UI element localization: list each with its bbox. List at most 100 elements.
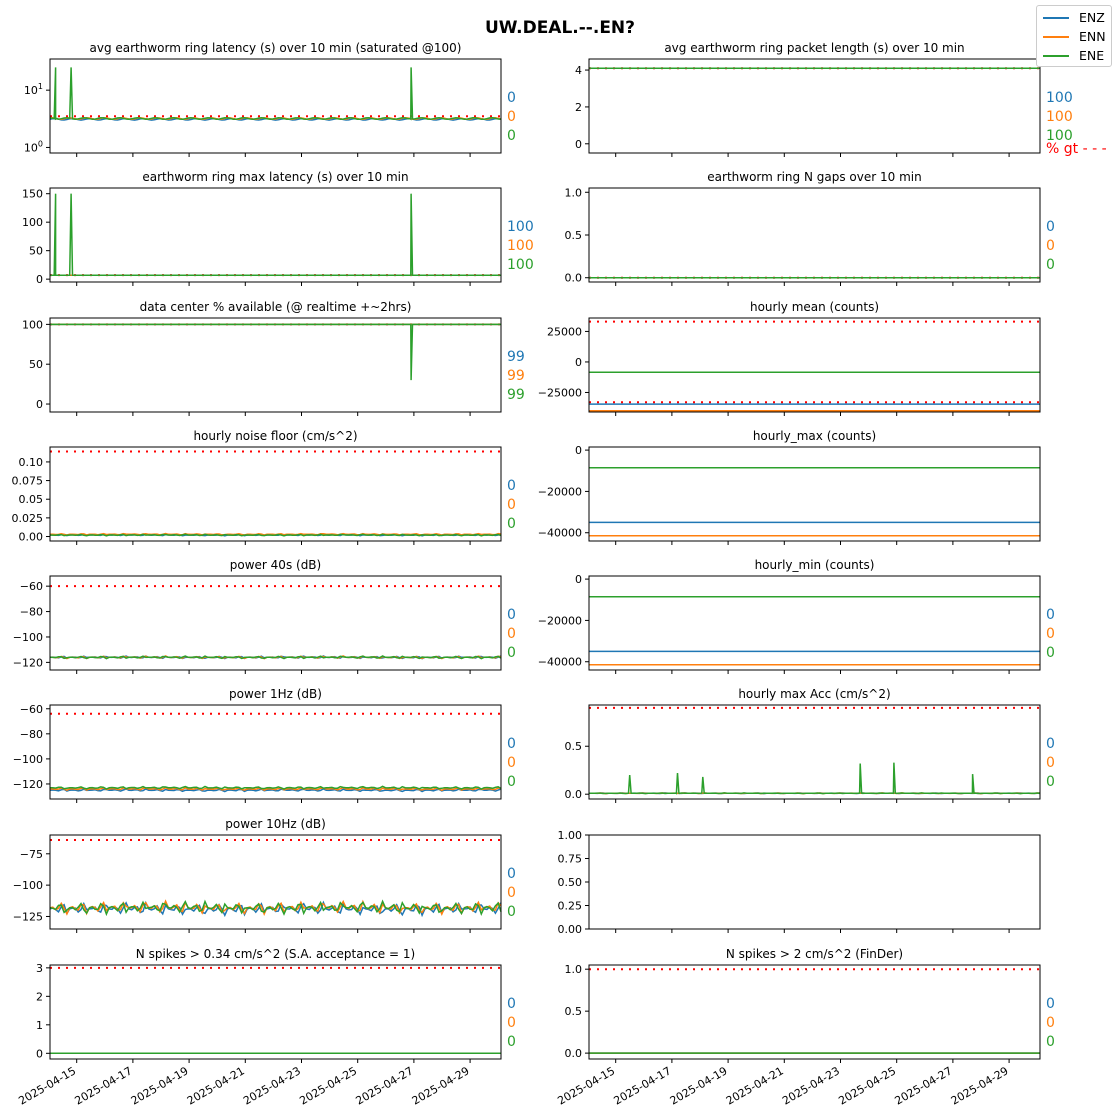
y-tick-label: 0.05	[19, 493, 44, 506]
pct-label-enn: 0	[507, 109, 516, 125]
y-tick-label: −100	[13, 879, 43, 892]
pct-label-enz: 0	[1046, 996, 1055, 1012]
y-tick-label: 0.5	[565, 740, 583, 753]
legend-swatch-enn	[1043, 36, 1069, 38]
x-tick-label: 2025-04-15	[16, 1064, 78, 1107]
panel-title: N spikes > 0.34 cm/s^2 (S.A. acceptance …	[136, 947, 415, 961]
y-tick-label: 2	[575, 101, 582, 114]
y-tick-label: 1.0	[565, 186, 583, 199]
x-tick-label: 2025-04-29	[410, 1064, 472, 1107]
series-ene	[49, 655, 502, 660]
y-tick-label: 0.75	[558, 853, 583, 866]
y-tick-label: 100	[22, 318, 43, 331]
figure-title: UW.DEAL.--.EN?	[484, 18, 636, 38]
plot-frame	[588, 704, 1041, 800]
pct-label-ene: 0	[507, 128, 516, 144]
plot-frame	[49, 187, 502, 283]
panel-15: N spikes > 2 cm/s^2 (FinDer) 0.0 0.5 1.0 202…	[555, 947, 1055, 1108]
panel-4: data center % available (@ realtime +~2h…	[22, 300, 525, 416]
legend-item-enz: ENZ	[1043, 9, 1113, 27]
y-tick-label: −75	[20, 848, 43, 861]
y-tick-label: 3	[36, 962, 43, 975]
y-tick-label: 100	[22, 216, 43, 229]
y-tick-label: −100	[13, 753, 43, 766]
pct-gt-label: % gt - - -	[1046, 141, 1107, 157]
y-tick-label: −25000	[538, 386, 582, 399]
pct-label-enz: 100	[507, 219, 534, 235]
x-tick-label: 2025-04-27	[893, 1064, 955, 1107]
y-tick-label: −125	[13, 910, 43, 923]
plot-frame	[588, 58, 1041, 154]
panel-1: avg earthworm ring packet length (s) ove…	[575, 41, 1107, 157]
panel-title: hourly_min (counts)	[755, 558, 875, 572]
pct-label-enz: 0	[507, 90, 516, 106]
y-tick-label: 25000	[547, 325, 582, 338]
pct-label-enn: 99	[507, 368, 525, 384]
pct-label-enz: 0	[1046, 607, 1055, 623]
y-tick-label: 101	[24, 82, 43, 97]
panel-title: power 40s (dB)	[230, 558, 321, 572]
pct-label-ene: 99	[507, 387, 525, 403]
y-tick-label: 0.0	[565, 1047, 583, 1060]
x-tick-label: 2025-04-25	[836, 1064, 898, 1107]
panel-title: hourly_max (counts)	[753, 429, 876, 443]
y-tick-label: 0	[575, 573, 582, 586]
pct-label-ene: 100	[507, 257, 534, 273]
y-tick-label: 0	[575, 138, 582, 151]
y-tick-label: −120	[13, 778, 43, 791]
panel-title: N spikes > 2 cm/s^2 (FinDer)	[726, 947, 903, 961]
panel-title: hourly max Acc (cm/s^2)	[738, 687, 890, 701]
y-tick-label: 0	[36, 1047, 43, 1060]
pct-label-enz: 0	[1046, 736, 1055, 752]
y-tick-label: −40000	[538, 527, 582, 540]
x-tick-label: 2025-04-21	[185, 1064, 247, 1107]
pct-label-enn: 0	[1046, 755, 1055, 771]
pct-label-ene: 0	[507, 516, 516, 532]
panel-title: avg earthworm ring latency (s) over 10 m…	[90, 41, 462, 55]
series-ene	[50, 323, 501, 381]
panel-title: earthworm ring max latency (s) over 10 m…	[142, 170, 408, 184]
panel-title: power 10Hz (dB)	[225, 817, 326, 831]
plot-frame	[588, 834, 1041, 930]
plot-frame	[588, 317, 1041, 413]
y-tick-label: 0.10	[19, 456, 44, 469]
panel-title: avg earthworm ring packet length (s) ove…	[664, 41, 964, 55]
plot-frame	[49, 58, 502, 154]
series-ene	[49, 785, 502, 790]
pct-label-ene: 100	[1046, 128, 1073, 144]
y-tick-label: 0.5	[565, 229, 583, 242]
y-tick-label: 0.025	[12, 512, 44, 525]
pct-label-enn: 0	[507, 1015, 516, 1031]
y-tick-label: 0	[36, 398, 43, 411]
panel-9: hourly_min (counts) −40000 −20000 0 0 0 0	[538, 558, 1055, 674]
y-tick-label: −80	[20, 606, 43, 619]
series-ene	[588, 762, 1041, 795]
pct-label-enz: 100	[1046, 90, 1073, 106]
x-tick-label: 2025-04-15	[555, 1064, 617, 1107]
y-tick-label: 4	[575, 64, 582, 77]
x-tick-label: 2025-04-23	[780, 1064, 842, 1107]
panel-8: power 40s (dB) −120 −100 −80 −60 0 0 0	[13, 558, 516, 674]
pct-label-enn: 0	[507, 626, 516, 642]
y-tick-label: −40000	[538, 656, 582, 669]
pct-label-ene: 0	[507, 774, 516, 790]
y-tick-label: 100	[24, 139, 43, 154]
legend-item-enn: ENN	[1043, 28, 1113, 46]
plot-frame	[49, 317, 502, 413]
y-tick-label: −20000	[538, 485, 582, 498]
panel-13: 0.00 0.25 0.50 0.75 1.00	[558, 829, 1041, 936]
panel-title: hourly noise floor (cm/s^2)	[193, 429, 357, 443]
x-tick-label: 2025-04-23	[241, 1064, 303, 1107]
pct-label-enn: 0	[1046, 238, 1055, 254]
y-tick-label: 2	[36, 990, 43, 1003]
panel-title: power 1Hz (dB)	[229, 687, 322, 701]
x-tick-label: 2025-04-29	[949, 1064, 1011, 1107]
plot-frame	[588, 187, 1041, 283]
panel-title: earthworm ring N gaps over 10 min	[707, 170, 921, 184]
series-ene	[50, 193, 501, 276]
x-tick-label: 2025-04-25	[297, 1064, 359, 1107]
series-ene	[49, 533, 502, 537]
x-tick-label: 2025-04-19	[668, 1064, 730, 1107]
plot-frame	[588, 964, 1041, 1060]
pct-label-enz: 0	[507, 866, 516, 882]
